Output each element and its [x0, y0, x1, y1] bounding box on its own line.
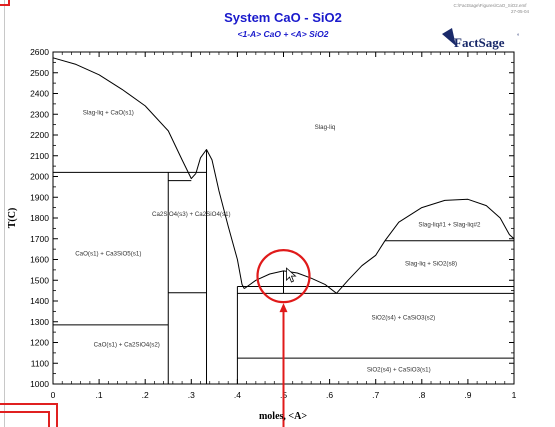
- series-line-miscibility-gap: [384, 198, 515, 242]
- y-tick-label: 2400: [30, 89, 49, 99]
- y-axis-label: T(C): [7, 208, 18, 229]
- axis-ticks: [52, 51, 515, 385]
- y-tick-label: 2600: [30, 47, 49, 57]
- chart-subtitle: <1-A> CaO + <A> SiO2: [238, 29, 329, 39]
- window-corner: [0, 0, 10, 6]
- y-tick-label: 2000: [30, 172, 49, 182]
- phase-label: CaO(s1) + Ca2SiO4(s2): [94, 342, 160, 349]
- window-corner: [0, 411, 50, 427]
- x-tick-label: .3: [188, 390, 195, 400]
- series-line-liquidus-c2s: [195, 149, 245, 289]
- phase-label: Slag-liq + CaO(s1): [83, 109, 134, 116]
- phase-label: Ca2SiO4(s3) + Ca2SiO4(s1): [152, 211, 231, 218]
- window-border: [0, 0, 5, 427]
- phase-labels: Slag-liq + CaO(s1) Slag-liq Ca2SiO4(s3) + …: [75, 109, 481, 373]
- y-tick-label: 1800: [30, 213, 49, 223]
- y-tick-label: 1100: [31, 358, 50, 368]
- y-tick-label: 2500: [30, 68, 49, 78]
- y-tick-label: 2300: [30, 109, 49, 119]
- header-note-2: 27-05-04: [511, 9, 530, 14]
- highlight-circle: [256, 249, 311, 304]
- chart-title: System CaO - SiO2: [224, 10, 342, 25]
- series-line-liquidus-cao: [52, 57, 197, 180]
- logo-text: FactSage: [454, 35, 505, 50]
- factsage-logo: FactSage °: [442, 28, 520, 50]
- x-tick-label: 0: [51, 390, 56, 400]
- x-tick-label: .2: [142, 390, 149, 400]
- y-tick-label: 1200: [30, 338, 49, 348]
- annotation: [256, 249, 311, 427]
- y-tick-label: 1500: [30, 275, 49, 285]
- x-axis-label: moles, <A>: [259, 411, 307, 422]
- phase-label: CaO(s1) + Ca3SiO5(s1): [75, 250, 141, 257]
- y-tick-label: 2200: [30, 130, 49, 140]
- window-corner: [0, 403, 58, 427]
- x-tick-label: .4: [234, 390, 241, 400]
- y-tick-label: 1400: [30, 296, 49, 306]
- x-tick-label: .6: [326, 390, 333, 400]
- y-tick-label: 1000: [30, 379, 49, 389]
- x-tick-label: .8: [418, 390, 425, 400]
- phase-label: SiO2(s4) + CaSiO3(s1): [367, 367, 431, 374]
- x-tick-label: .9: [464, 390, 471, 400]
- y-tick-label: 1700: [30, 234, 49, 244]
- phase-label: Slag-liq#1 + Slag-liq#2: [418, 221, 481, 228]
- header-note-1: C:\FactSage\Figures\CaO_SiO2.emf: [453, 3, 527, 8]
- y-tick-label: 1300: [30, 317, 49, 327]
- logo-mark-icon: [442, 28, 456, 46]
- phase-label: Slag-liq: [315, 124, 336, 131]
- phase-label: SiO2(s4) + CaSiO3(s2): [371, 315, 435, 322]
- x-tick-label: .1: [96, 390, 103, 400]
- liquidus-curves: [52, 57, 515, 294]
- y-tick-label: 1900: [30, 192, 49, 202]
- cursor-icon: [286, 267, 297, 283]
- y-tick-label: 1600: [30, 255, 49, 265]
- phase-label: Slag-liq + SiO2(s8): [405, 261, 457, 268]
- x-tick-label: 1: [512, 390, 517, 400]
- series-line-liquidus-silica: [336, 240, 386, 294]
- arrow-head-icon: [279, 303, 288, 313]
- y-tick-labels: 1000 1100 1200 1300 1400 1500 1600 1700 1800 1900…: [30, 47, 49, 389]
- x-tick-label: .7: [372, 390, 379, 400]
- logo-mark: °: [517, 34, 520, 40]
- y-tick-label: 2100: [30, 151, 49, 161]
